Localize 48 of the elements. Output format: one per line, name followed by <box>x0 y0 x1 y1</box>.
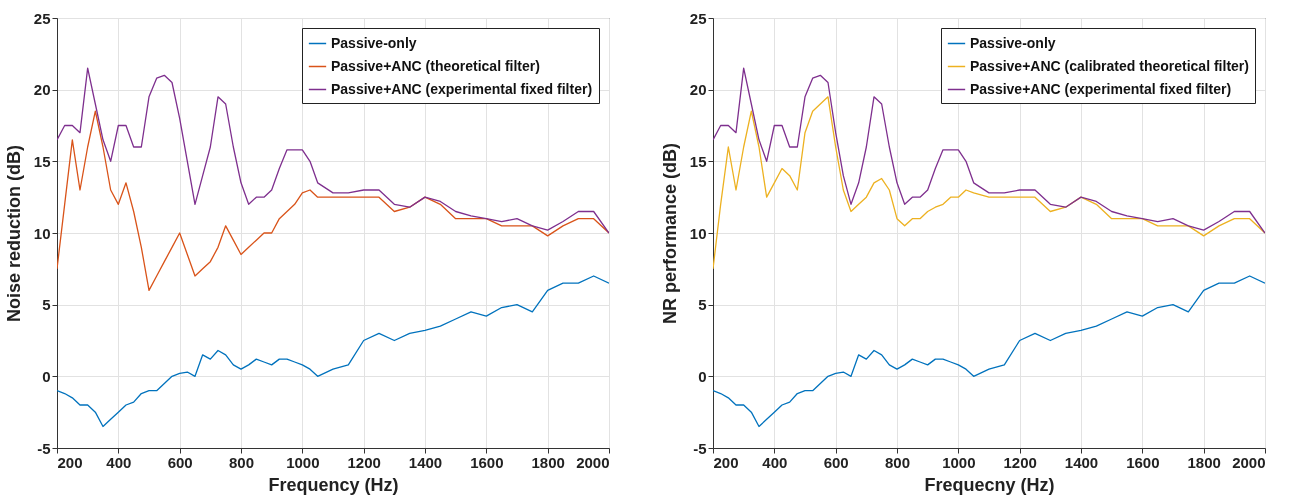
y-tick-label: 20 <box>689 81 707 99</box>
x-tick-label: 1800 <box>531 453 565 471</box>
y-axis-title: NR performance (dB) <box>659 142 680 325</box>
x-tick-label: 400 <box>762 453 788 471</box>
y-tick-label: 10 <box>689 224 707 242</box>
x-tick-label: 800 <box>884 453 911 471</box>
y-tick-label: 20 <box>33 81 51 99</box>
legend-label: Passive-only <box>970 34 1056 51</box>
y-tick-label: 15 <box>689 152 707 170</box>
x-tick-label: 2000 <box>576 453 610 471</box>
x-axis-title: Frequency (Hz) <box>268 474 399 495</box>
x-tick-label: 200 <box>57 453 83 471</box>
legend-label: Passive+ANC (experimental fixed filter) <box>970 80 1232 97</box>
x-tick-label: 1400 <box>408 453 443 471</box>
legend-label: Passive+ANC (experimental fixed filter) <box>331 80 593 97</box>
y-tick-label: 0 <box>42 367 51 385</box>
y-tick-label: 0 <box>698 367 707 385</box>
x-tick-label: 600 <box>167 453 193 471</box>
x-tick-label: 200 <box>713 453 739 471</box>
x-tick-label: 1000 <box>286 453 320 471</box>
x-tick-label: 1200 <box>1003 453 1037 471</box>
x-axis-title: Frequecny (Hz) <box>924 474 1055 495</box>
x-tick-label: 1400 <box>1064 453 1099 471</box>
legend-label: Passive+ANC (theoretical filter) <box>331 57 540 74</box>
line-series <box>57 275 609 428</box>
legend-label: Passive-only <box>331 34 417 51</box>
line-series <box>713 96 1265 270</box>
x-tick-label: 1600 <box>1126 453 1160 471</box>
y-tick-label: 25 <box>33 9 51 27</box>
y-tick-label: -5 <box>693 439 707 457</box>
x-tick-label: 400 <box>106 453 132 471</box>
y-tick-label: -5 <box>37 439 51 457</box>
x-tick-label: 1600 <box>470 453 504 471</box>
x-tick-label: 1800 <box>1187 453 1221 471</box>
y-tick-label: 5 <box>42 296 51 314</box>
y-tick-label: 25 <box>689 9 707 27</box>
x-tick-label: 1200 <box>347 453 381 471</box>
x-tick-label: 2000 <box>1232 453 1266 471</box>
y-tick-label: 5 <box>698 296 707 314</box>
y-tick-label: 10 <box>33 224 51 242</box>
line-series <box>57 110 609 291</box>
x-tick-label: 1000 <box>942 453 976 471</box>
x-tick-label: 600 <box>823 453 849 471</box>
line-series <box>713 275 1265 428</box>
y-tick-label: 15 <box>33 152 51 170</box>
x-tick-label: 800 <box>228 453 255 471</box>
y-axis-title: Noise reduction (dB) <box>3 144 24 323</box>
legend-label: Passive+ANC (calibrated theoretical filter) <box>970 57 1249 74</box>
